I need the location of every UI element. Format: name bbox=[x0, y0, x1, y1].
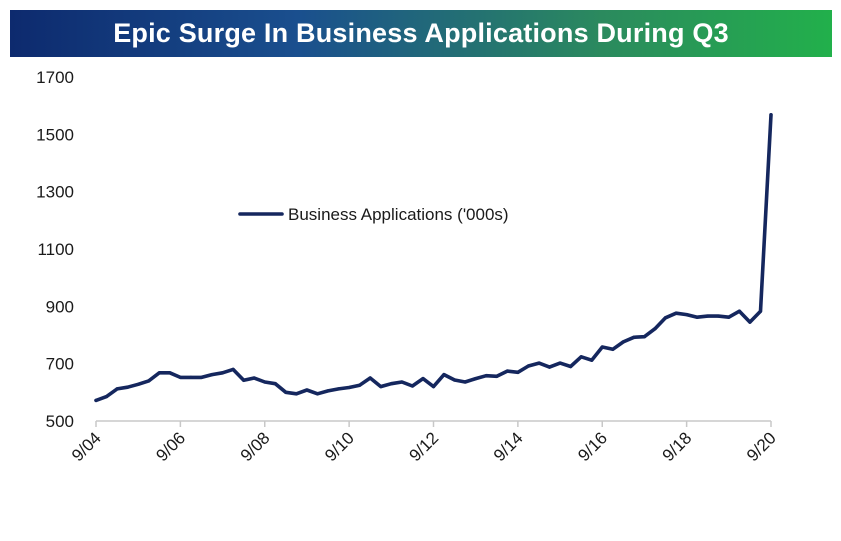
data-point bbox=[727, 315, 731, 319]
data-point bbox=[537, 361, 541, 365]
data-point bbox=[526, 364, 531, 368]
data-point bbox=[168, 371, 172, 375]
data-point bbox=[147, 379, 151, 383]
chart-title-bar: Epic Surge In Business Applications Duri… bbox=[10, 10, 832, 57]
data-point bbox=[326, 389, 330, 393]
data-point bbox=[305, 388, 309, 392]
data-point bbox=[379, 385, 383, 389]
series-line bbox=[94, 113, 773, 403]
data-point bbox=[579, 355, 583, 359]
data-point bbox=[189, 375, 193, 379]
data-point bbox=[294, 392, 298, 396]
y-tick-label: 900 bbox=[46, 297, 74, 316]
x-tick-label: 9/12 bbox=[405, 428, 442, 465]
y-tick-label: 1500 bbox=[36, 125, 74, 144]
data-point bbox=[611, 347, 615, 351]
data-point bbox=[431, 385, 436, 389]
data-point bbox=[315, 392, 320, 396]
data-point bbox=[632, 335, 636, 339]
data-point bbox=[663, 316, 668, 320]
data-point bbox=[442, 373, 446, 377]
data-point bbox=[642, 335, 647, 339]
data-point bbox=[600, 345, 604, 349]
y-tick-label: 1100 bbox=[37, 240, 74, 259]
data-point bbox=[410, 384, 414, 388]
data-point bbox=[621, 340, 625, 344]
y-tick-label: 700 bbox=[46, 355, 74, 374]
data-point bbox=[263, 380, 267, 384]
y-tick-label: 500 bbox=[46, 412, 74, 431]
data-point bbox=[242, 378, 246, 382]
data-point bbox=[221, 371, 225, 375]
data-point bbox=[474, 377, 478, 381]
data-point bbox=[547, 365, 552, 369]
data-point bbox=[558, 361, 562, 365]
data-point bbox=[495, 374, 499, 378]
data-point bbox=[516, 370, 520, 374]
data-point bbox=[484, 374, 488, 378]
data-point bbox=[273, 382, 277, 386]
data-point bbox=[569, 364, 573, 369]
chart-title: Epic Surge In Business Applications Duri… bbox=[113, 18, 729, 48]
data-point bbox=[685, 313, 689, 317]
data-point bbox=[115, 387, 119, 391]
data-point bbox=[453, 378, 457, 382]
data-point bbox=[368, 376, 372, 380]
x-tick-label: 9/14 bbox=[490, 428, 527, 465]
data-point bbox=[737, 309, 742, 313]
data-point bbox=[126, 385, 130, 389]
data-point bbox=[347, 385, 351, 390]
data-point bbox=[94, 398, 98, 402]
data-point bbox=[463, 380, 467, 384]
x-tick-label: 9/04 bbox=[68, 428, 105, 465]
series-group bbox=[94, 113, 773, 403]
data-point bbox=[210, 373, 214, 377]
data-point bbox=[284, 390, 288, 394]
data-point bbox=[505, 369, 509, 373]
data-point bbox=[337, 387, 341, 391]
legend: Business Applications ('000s) bbox=[238, 205, 509, 224]
data-point bbox=[758, 309, 763, 313]
data-point bbox=[674, 311, 678, 315]
x-axis: 9/04 9/06 9/08 9/10 9/12 9/14 9/16 9/18 9/20 bbox=[68, 420, 780, 465]
y-axis-tick-labels: 500 700 900 1100 1300 1500 1700 bbox=[36, 68, 74, 431]
x-tick-label: 9/10 bbox=[321, 428, 358, 465]
data-point bbox=[706, 314, 710, 318]
data-point bbox=[157, 371, 161, 375]
x-tick-label: 9/18 bbox=[659, 428, 696, 465]
data-point bbox=[769, 113, 773, 117]
data-point bbox=[389, 382, 393, 386]
data-point bbox=[136, 382, 140, 386]
data-point bbox=[178, 375, 182, 379]
data-point bbox=[104, 395, 109, 399]
x-tick-label: 9/16 bbox=[574, 428, 611, 465]
data-point bbox=[400, 380, 404, 384]
y-tick-label: 1700 bbox=[36, 68, 74, 87]
legend-label: Business Applications ('000s) bbox=[288, 205, 509, 224]
data-point bbox=[748, 320, 752, 324]
data-point bbox=[653, 327, 657, 331]
x-tick-label: 9/06 bbox=[152, 428, 189, 465]
data-point bbox=[358, 383, 362, 387]
data-point bbox=[252, 376, 256, 380]
data-point bbox=[421, 377, 425, 381]
data-point bbox=[590, 358, 594, 362]
x-tick-label: 9/08 bbox=[237, 428, 274, 465]
data-point bbox=[695, 315, 699, 319]
data-point bbox=[231, 367, 235, 371]
data-point bbox=[716, 314, 720, 318]
data-point bbox=[199, 375, 204, 379]
y-tick-label: 1300 bbox=[36, 183, 74, 202]
x-tick-label: 9/20 bbox=[743, 428, 780, 465]
